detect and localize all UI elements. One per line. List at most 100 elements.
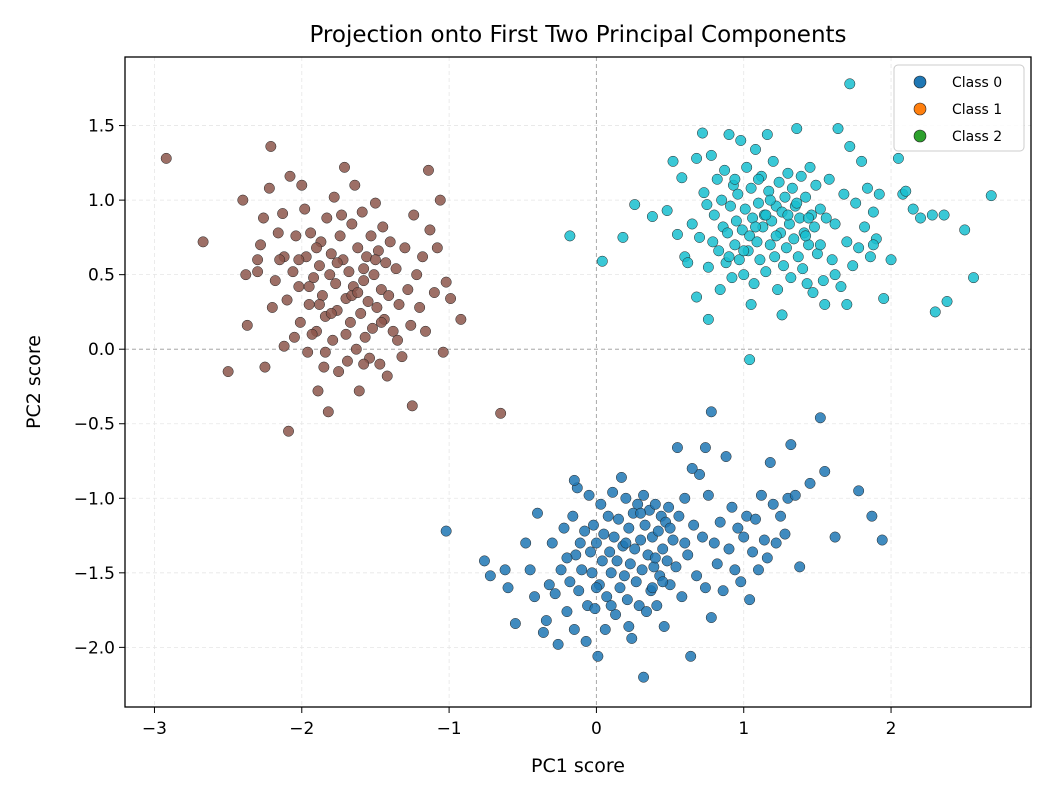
data-point [601, 591, 613, 603]
data-point [502, 582, 514, 594]
data-point [265, 140, 277, 152]
data-point [445, 293, 457, 304]
data-point [346, 218, 358, 230]
point-cluster-2 [440, 406, 888, 683]
data-point [649, 498, 661, 510]
data-point [767, 155, 779, 167]
data-point [716, 194, 728, 206]
data-point [580, 635, 592, 647]
data-point [829, 531, 841, 543]
data-point [583, 489, 595, 501]
data-point [371, 302, 383, 313]
data-point [635, 507, 647, 519]
data-point [402, 284, 414, 296]
data-point [308, 272, 320, 284]
data-point [705, 406, 717, 418]
data-point [763, 185, 775, 197]
data-point [667, 155, 679, 167]
data-point [328, 191, 340, 203]
data-point [358, 358, 370, 370]
data-point [873, 188, 885, 200]
data-point [819, 299, 831, 310]
x-tick-label: 1 [738, 719, 749, 739]
data-point [618, 570, 630, 582]
data-point [804, 477, 816, 489]
data-point [424, 224, 436, 236]
data-point [814, 203, 826, 215]
data-point [667, 534, 679, 546]
data-point [635, 534, 647, 546]
data-point [686, 218, 698, 230]
data-point [334, 230, 346, 242]
data-point [499, 564, 511, 576]
data-point [676, 591, 688, 603]
data-point [629, 199, 641, 211]
data-point [753, 564, 764, 576]
data-point [604, 546, 616, 558]
x-tick-label: 0 [591, 719, 602, 739]
data-point [929, 306, 941, 318]
data-point [671, 442, 683, 454]
data-point [750, 513, 761, 525]
y-tick-label: 1.0 [88, 191, 115, 211]
data-point [697, 531, 708, 543]
data-point [717, 585, 729, 597]
data-point [365, 230, 377, 242]
data-point [586, 567, 598, 579]
data-point [760, 209, 772, 221]
data-point [773, 176, 785, 188]
data-point [626, 632, 638, 644]
data-point [455, 313, 467, 325]
data-point [651, 600, 663, 612]
data-point [555, 564, 567, 576]
data-point [375, 284, 387, 296]
data-point [691, 570, 703, 582]
data-point [738, 245, 750, 257]
data-point [387, 325, 399, 337]
data-point [393, 299, 405, 310]
data-point [764, 194, 776, 206]
y-tick-label: 0.0 [88, 340, 115, 360]
data-point [817, 275, 829, 287]
data-point [359, 331, 371, 343]
data-point [568, 624, 580, 635]
data-point [856, 155, 868, 167]
data-point [941, 296, 953, 307]
data-point [327, 334, 339, 346]
data-point [760, 266, 772, 278]
data-point [537, 627, 549, 638]
data-point [778, 260, 789, 272]
data-point [266, 302, 278, 313]
data-point [847, 260, 859, 272]
data-point [707, 236, 719, 248]
data-point [652, 525, 664, 537]
data-point [479, 555, 490, 567]
data-point [434, 194, 446, 206]
data-point [785, 272, 797, 284]
data-point [283, 425, 294, 437]
data-point [274, 254, 286, 266]
data-point [368, 269, 380, 281]
data-point [362, 296, 374, 307]
data-point [723, 251, 735, 263]
data-point [679, 537, 691, 549]
data-point [670, 561, 682, 573]
data-point [691, 291, 703, 303]
data-point [758, 534, 770, 546]
data-point [369, 254, 381, 266]
data-point [290, 230, 302, 242]
data-point [374, 358, 386, 370]
data-point [381, 370, 393, 382]
data-point [611, 555, 623, 567]
data-point [352, 242, 364, 254]
data-point [630, 576, 642, 588]
data-point [769, 251, 781, 263]
data-point [702, 489, 714, 501]
data-point [844, 140, 856, 152]
data-point [754, 254, 766, 266]
legend: Class 0 Class 1 Class 2 [893, 64, 1025, 152]
data-point [353, 385, 365, 397]
data-point [789, 489, 801, 501]
data-point [859, 221, 870, 233]
data-point [748, 278, 760, 290]
